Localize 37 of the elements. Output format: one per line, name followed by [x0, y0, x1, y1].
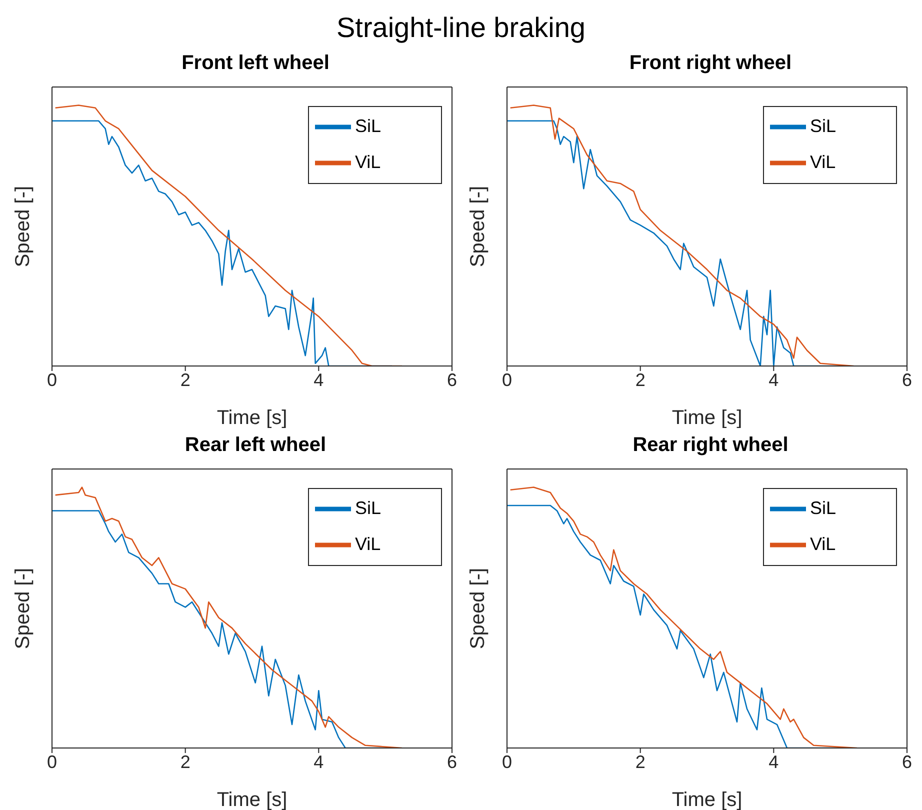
x-tick-label: 4	[314, 752, 324, 772]
x-axis-title: Time [s]	[216, 789, 288, 810]
legend-label: SiL	[810, 116, 836, 136]
x-tick-label: 2	[635, 370, 646, 390]
y-axis-title: Speed [-]	[12, 186, 34, 268]
x-axis-title: Time [s]	[672, 407, 742, 429]
chart-title: Front left wheel	[180, 52, 330, 76]
legend-label: SiL	[355, 116, 382, 136]
x-tick-label: 2	[635, 752, 646, 772]
y-axis-title: Speed [-]	[12, 568, 34, 650]
x-tick-label: 2	[180, 752, 190, 772]
x-tick-label: 0	[502, 370, 512, 390]
x-tick-label: 0	[502, 752, 512, 772]
legend-label: ViL	[810, 152, 836, 172]
legend-label: ViL	[810, 534, 836, 554]
x-tick-label: 6	[902, 752, 912, 772]
x-tick-label: 2	[180, 370, 190, 390]
chart-title: Front right wheel	[628, 52, 793, 76]
x-tick-label: 4	[768, 370, 779, 390]
legend-label: ViL	[355, 534, 381, 554]
x-axis-title: Time [s]	[672, 789, 742, 810]
x-tick-label: 4	[314, 370, 324, 390]
x-tick-label: 4	[768, 752, 779, 772]
y-axis-title: Speed [-]	[467, 186, 490, 268]
legend-label: ViL	[355, 152, 381, 172]
x-tick-label: 6	[446, 752, 458, 772]
x-tick-label: 0	[46, 752, 58, 772]
chart-title: Rear left wheel	[184, 434, 328, 458]
x-axis-title: Time [s]	[216, 407, 288, 429]
legend-label: SiL	[810, 498, 836, 518]
chart-title: Rear right wheel	[632, 434, 790, 458]
x-tick-label: 0	[46, 370, 58, 390]
x-tick-label: 6	[902, 370, 912, 390]
legend-label: SiL	[355, 498, 382, 518]
x-tick-label: 6	[446, 370, 458, 390]
text: Straight-line braking	[335, 12, 587, 44]
y-axis-title: Speed [-]	[467, 568, 490, 650]
